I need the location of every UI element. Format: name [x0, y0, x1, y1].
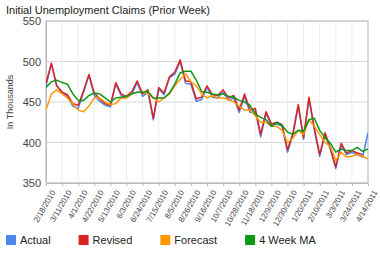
- x-tick-mark: [62, 183, 63, 186]
- grid: [46, 21, 368, 183]
- legend-label: 4 Week MA: [259, 234, 316, 246]
- y-tick: 450: [23, 96, 46, 108]
- x-tick-mark: [239, 183, 240, 186]
- x-tick-mark: [78, 183, 79, 186]
- grid-line: [351, 21, 352, 183]
- legend-item: Actual: [6, 234, 51, 246]
- x-tick-mark: [46, 183, 47, 186]
- legend-label: Actual: [20, 234, 51, 246]
- x-tick-mark: [191, 183, 192, 186]
- y-tick-label: 350: [23, 177, 41, 189]
- grid-line: [207, 21, 208, 183]
- x-tick-mark: [223, 183, 224, 186]
- x-tick-mark: [288, 183, 289, 186]
- x-tick-mark: [320, 183, 321, 186]
- grid-line: [174, 21, 175, 183]
- y-axis-title: In Thousands: [5, 74, 15, 129]
- series-line: [46, 71, 368, 152]
- x-tick-mark: [94, 183, 95, 186]
- x-tick-mark: [304, 183, 305, 186]
- y-axis: 350 400 450 500 550: [23, 15, 47, 189]
- x-axis: 2/18/20103/11/20104/1/20104/22/20105/13/…: [32, 183, 380, 228]
- chart: Initial Unemployment Claims (Prior Week)…: [0, 0, 380, 253]
- grid-line: [62, 21, 63, 183]
- x-tick-label: 4/14/2011: [354, 188, 380, 223]
- x-tick-mark: [207, 183, 208, 186]
- grid-line: [223, 21, 224, 183]
- legend-swatch: [6, 235, 16, 245]
- legend: Actual Revised Forecast 4 Week MA: [6, 234, 316, 246]
- legend-item: Forecast: [160, 234, 217, 246]
- legend-swatch: [79, 235, 89, 245]
- grid-line: [239, 21, 240, 183]
- grid-line: [78, 21, 79, 183]
- legend-label: Forecast: [174, 234, 217, 246]
- legend-label: Revised: [93, 234, 133, 246]
- grid-line: [255, 21, 256, 183]
- x-tick-mark: [255, 183, 256, 186]
- grid-line: [271, 21, 272, 183]
- legend-item: Revised: [79, 234, 133, 246]
- series-line: [46, 74, 368, 161]
- grid-line: [319, 21, 320, 183]
- x-tick: 4/14/2011: [354, 183, 380, 224]
- y-tick: 500: [23, 56, 46, 68]
- x-axis-line: [47, 184, 369, 187]
- y-tick-label: 550: [23, 15, 41, 27]
- grid-line: [287, 21, 288, 183]
- grid-line: [142, 21, 143, 183]
- legend-swatch: [160, 235, 170, 245]
- x-tick-mark: [352, 183, 353, 186]
- x-tick-mark: [336, 183, 337, 186]
- y-tick-label: 450: [23, 96, 41, 108]
- plot-frame: [46, 21, 368, 183]
- x-tick-mark: [110, 183, 111, 186]
- x-tick-mark: [159, 183, 160, 186]
- y-tick: 400: [23, 137, 46, 149]
- grid-line: [190, 21, 191, 183]
- x-tick-mark: [127, 183, 128, 186]
- grid-line: [303, 21, 304, 183]
- series-line: [46, 60, 363, 167]
- y-tick-label: 400: [23, 137, 41, 149]
- series-group: [46, 60, 368, 169]
- grid-line: [94, 21, 95, 183]
- y-tick: 350: [23, 177, 46, 189]
- x-tick-mark: [368, 183, 369, 186]
- legend-item: 4 Week MA: [245, 234, 316, 246]
- y-tick-label: 500: [23, 56, 41, 68]
- y-axis-line: [46, 22, 47, 184]
- x-tick-mark: [271, 183, 272, 186]
- grid-line: [126, 21, 127, 183]
- x-tick-mark: [143, 183, 144, 186]
- x-tick-mark: [175, 183, 176, 186]
- legend-swatch: [245, 235, 255, 245]
- y-tick: 550: [23, 15, 46, 27]
